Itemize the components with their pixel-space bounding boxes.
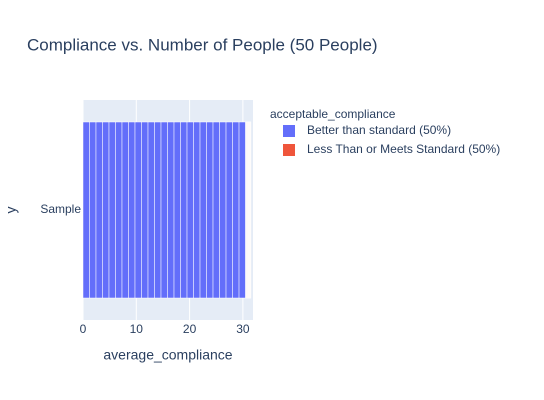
bar-segment — [147, 121, 155, 299]
bar-segment — [160, 121, 168, 299]
bar-segment — [167, 121, 175, 299]
bar-segment — [121, 121, 129, 299]
bar-segment — [82, 121, 90, 299]
y-axis-title: y — [3, 207, 19, 214]
bar-segment — [134, 121, 142, 299]
bar-segment — [180, 121, 188, 299]
bar-segment — [193, 121, 201, 299]
bar-segment — [102, 121, 110, 299]
bar-segment — [95, 121, 103, 299]
x-tick-label: 20 — [183, 322, 197, 336]
legend-label: Better than standard (50%) — [307, 123, 451, 137]
bar-segment — [219, 121, 227, 299]
bar-segment — [128, 121, 136, 299]
legend-swatch — [283, 144, 295, 156]
chart-title: Compliance vs. Number of People (50 Peop… — [27, 35, 378, 54]
bar-segment — [186, 121, 194, 299]
y-tick-label: Sample — [40, 202, 81, 216]
x-tick-label: 10 — [130, 322, 144, 336]
legend-swatch — [283, 125, 295, 137]
x-axis-title: average_compliance — [103, 347, 232, 363]
bar-segment — [238, 121, 246, 299]
bar-segment — [225, 121, 233, 299]
bar-segment — [173, 121, 181, 299]
bar-segment — [199, 121, 207, 299]
bar-segment — [141, 121, 149, 299]
bar-segment — [232, 121, 240, 299]
bar-segment — [89, 121, 97, 299]
bar-segment — [206, 121, 214, 299]
legend-label: Less Than or Meets Standard (50%) — [307, 142, 500, 156]
bar-segment — [115, 121, 123, 299]
x-tick-label: 30 — [236, 322, 250, 336]
bar-segment — [108, 121, 116, 299]
bar-segment — [154, 121, 162, 299]
bar-segment — [212, 121, 220, 299]
x-tick-label: 0 — [80, 322, 87, 336]
legend-title: acceptable_compliance — [270, 107, 396, 121]
